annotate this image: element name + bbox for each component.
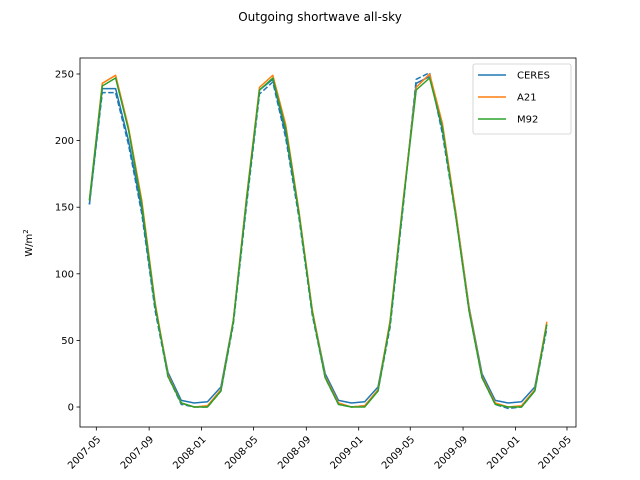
y-axis-label: W/m2 (22, 229, 35, 256)
chart-title: Outgoing shortwave all-sky (238, 10, 402, 24)
legend-label-m92: M92 (517, 115, 538, 126)
y-tick-label: 200 (55, 136, 74, 147)
x-tick-label: 2010-05 (537, 434, 574, 471)
legend-label-a21: A21 (517, 93, 537, 104)
y-axis-label-text: W/m (24, 234, 35, 257)
y-axis-label-superscript: 2 (22, 229, 30, 233)
axes-frame (79, 57, 577, 428)
x-tick-label: 2007-09 (119, 434, 156, 471)
x-tick-label: 2010-01 (485, 434, 522, 471)
series-line-m92 (88, 77, 548, 408)
x-tick-label: 2008-01 (171, 434, 208, 471)
x-tick-label: 2009-01 (328, 434, 365, 471)
x-tick-label: 2008-09 (276, 434, 313, 471)
legend: CERES A21 M92 (472, 63, 572, 135)
x-tick-label: 2009-05 (380, 434, 417, 471)
x-tick-label: 2007-05 (66, 434, 103, 471)
x-tick-label: 2009-09 (433, 434, 470, 471)
y-tick-label: 50 (61, 336, 74, 347)
x-tick-label: 2008-05 (223, 434, 260, 471)
y-tick-label: 150 (55, 203, 74, 214)
y-tick-label: 250 (55, 69, 74, 80)
y-tick-label: 0 (68, 403, 74, 414)
plot-area (88, 71, 548, 410)
y-tick-label: 100 (55, 269, 74, 280)
legend-label-ceres: CERES (517, 71, 550, 82)
legend-box (472, 63, 572, 135)
